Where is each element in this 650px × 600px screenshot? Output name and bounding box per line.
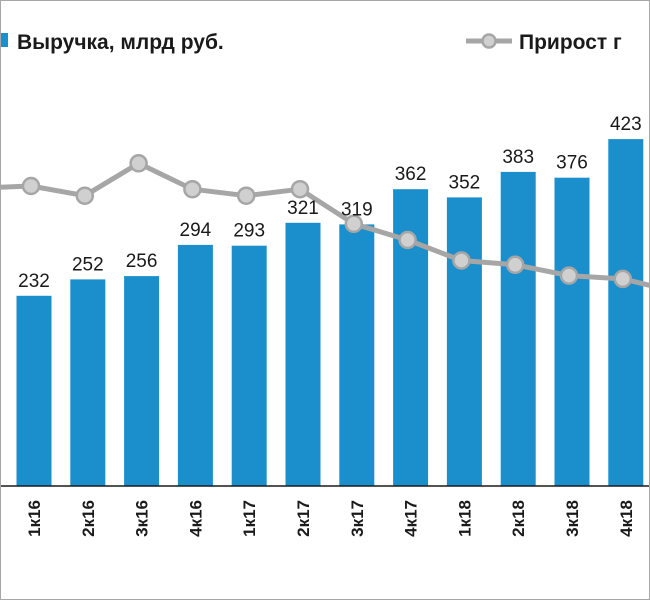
bar-3к16: [124, 276, 160, 486]
data-label-1к17: 293: [233, 221, 265, 242]
tick-label-2к18: 2к18: [509, 500, 528, 537]
growth-marker-4к18: [613, 269, 633, 289]
data-label-2к18: 383: [502, 147, 534, 168]
bar-2к16: [70, 279, 106, 486]
data-label-3к16: 256: [126, 251, 158, 272]
growth-marker-4к17: [398, 230, 417, 250]
plot-area: 232 252 256 294 293 321 319 362 352 383 376 423: [0, 114, 650, 487]
data-labels-layer: 232 252 256 294 293 321 319 362 352 383 376 423: [18, 114, 642, 292]
tick-label-1к16: 1к16: [25, 500, 44, 537]
data-label-4к18: 423: [610, 114, 642, 135]
bar-2к17: [285, 222, 321, 487]
bar-4к18: [608, 139, 644, 486]
growth-marker-2к17: [290, 179, 310, 199]
legend-label-revenue: Выручка, млрд руб.: [17, 31, 224, 54]
data-label-4к17: 362: [395, 164, 427, 185]
x-axis-ticks: 1к16 2к16 3к16 4к16 1к17 2к17 3к17 4к17 1к18 2к18…: [25, 500, 636, 537]
growth-marker-1к16: [21, 176, 41, 196]
bar-3к17: [339, 224, 375, 486]
tick-label-4к17: 4к17: [402, 500, 421, 537]
legend-swatch-growth: [466, 33, 512, 49]
growth-marker-3к17: [344, 214, 364, 234]
growth-marker-4к16: [183, 179, 202, 199]
bar-3к18: [554, 177, 590, 486]
legend-label-growth: Прирост г: [519, 31, 622, 54]
bar-1к18: [446, 197, 482, 486]
bars-layer: [16, 139, 644, 487]
legend-swatch-revenue: [0, 33, 8, 47]
growth-line-layer: [0, 154, 650, 289]
growth-marker-1к18: [452, 251, 471, 270]
tick-label-2к17: 2к17: [294, 500, 313, 537]
legend: Выручка, млрд руб. Прирост г: [0, 31, 622, 54]
tick-label-3к18: 3к18: [563, 500, 582, 537]
tick-label-4к18: 4к18: [617, 500, 636, 537]
data-label-2к16: 252: [72, 254, 104, 275]
data-label-4к16: 294: [180, 220, 212, 241]
growth-marker-1к17: [236, 186, 256, 205]
bar-1к16: [16, 295, 52, 486]
tick-label-1к17: 1к17: [240, 500, 259, 537]
tick-label-4к16: 4к16: [186, 500, 205, 537]
tick-label-2к16: 2к16: [79, 500, 98, 537]
data-label-3к18: 376: [556, 153, 588, 174]
data-label-1к18: 352: [449, 172, 481, 193]
data-label-3к17: 319: [341, 199, 373, 220]
bar-2к18: [500, 171, 536, 486]
bar-4к16: [177, 244, 213, 486]
tick-label-3к17: 3к17: [348, 500, 367, 537]
growth-marker-3к18: [559, 266, 579, 285]
tick-label-3к16: 3к16: [133, 500, 152, 537]
growth-marker-2к18: [505, 255, 525, 275]
growth-marker-2к16: [75, 186, 95, 205]
tick-label-1к18: 1к18: [455, 500, 474, 537]
growth-marker-3к16: [129, 154, 148, 173]
data-label-1к16: 232: [18, 271, 50, 292]
bar-1к17: [231, 245, 267, 486]
data-label-2к17: 321: [287, 198, 319, 219]
